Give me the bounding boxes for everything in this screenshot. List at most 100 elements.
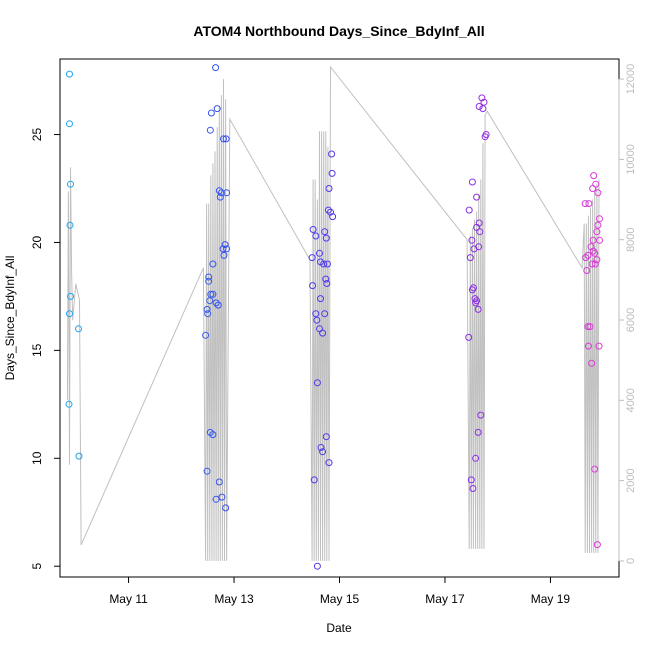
data-point: [220, 251, 228, 259]
data-point: [313, 379, 321, 387]
chart-title: ATOM4 Northbound Days_Since_BdyInf_All: [193, 23, 484, 39]
data-point: [585, 200, 593, 208]
data-point: [218, 493, 226, 501]
y-tick-label: 20: [30, 235, 44, 249]
data-point: [202, 331, 210, 339]
data-point: [471, 295, 479, 303]
data-point: [223, 189, 231, 197]
data-point: [329, 213, 337, 221]
data-point: [581, 200, 589, 208]
data-point: [316, 249, 323, 257]
data-point: [322, 275, 330, 283]
data-point: [309, 282, 317, 290]
data-point: [325, 185, 333, 192]
data-point: [67, 180, 74, 188]
data-point: [66, 70, 73, 78]
data-point: [323, 280, 331, 287]
data-point: [595, 342, 603, 350]
data-point: [313, 562, 321, 570]
data-point: [75, 452, 83, 460]
axes: May 11 May 13 May 15 May 17 May 19 5 10 15 20 25 0…: [30, 64, 637, 606]
data-point: [469, 485, 477, 492]
x-tick-label: May 17: [425, 592, 465, 606]
data-point: [474, 305, 482, 313]
data-point: [596, 236, 603, 244]
data-point: [308, 254, 316, 262]
data-point: [207, 109, 215, 117]
data-point: [588, 359, 596, 367]
data-point: [67, 292, 74, 300]
secondary-line: [66, 65, 600, 561]
data-point: [75, 325, 82, 333]
data-point: [209, 260, 217, 268]
data-point: [593, 228, 601, 236]
data-point: [309, 226, 317, 233]
y-axis-label: Days_Since_BdyInf_All: [3, 256, 17, 381]
data-point: [222, 504, 230, 512]
y-tick-label: 15: [30, 343, 44, 357]
data-point: [473, 193, 481, 201]
data-point: [327, 208, 334, 216]
data-point: [321, 228, 329, 236]
data-point: [582, 254, 590, 262]
y2-tick-label: 4000: [625, 388, 637, 412]
data-point: [468, 236, 476, 244]
y2-tick-label: 8000: [625, 227, 637, 251]
data-point: [476, 228, 484, 236]
x-tick-label: May 19: [531, 592, 571, 606]
data-point: [325, 459, 333, 467]
data-point: [209, 431, 217, 439]
data-point: [66, 221, 74, 229]
point-series: [65, 64, 603, 570]
data-point: [591, 249, 599, 257]
data-point: [584, 251, 592, 259]
data-point: [479, 105, 487, 113]
data-point: [220, 135, 227, 143]
data-point: [584, 342, 592, 350]
y2-tick-label: 2000: [625, 468, 637, 492]
y-tick-label: 5: [30, 563, 44, 570]
data-point: [477, 411, 485, 419]
y-tick-label: 10: [30, 451, 44, 465]
data-point: [472, 299, 480, 307]
data-point: [312, 232, 320, 240]
data-point: [203, 467, 211, 475]
data-point: [468, 178, 476, 186]
data-point: [584, 323, 592, 331]
data-point: [212, 64, 220, 72]
data-point: [474, 428, 482, 436]
data-point: [212, 495, 220, 503]
data-point: [207, 290, 215, 298]
x-tick-label: May 13: [214, 592, 254, 606]
data-point: [596, 215, 603, 223]
data-point: [317, 295, 324, 303]
data-point: [468, 286, 476, 294]
data-point: [591, 260, 599, 268]
x-tick-label: May 15: [320, 592, 360, 606]
y2-tick-label: 12000: [625, 64, 637, 95]
data-point: [323, 260, 331, 268]
data-point: [319, 448, 327, 456]
data-point: [591, 465, 599, 473]
data-point: [319, 329, 327, 337]
data-point: [475, 103, 483, 110]
data-point: [587, 243, 595, 251]
data-point: [212, 299, 220, 307]
x-tick-label: May 11: [109, 592, 148, 606]
data-point: [214, 301, 222, 309]
data-point: [221, 241, 229, 249]
data-point: [328, 150, 336, 158]
data-point: [206, 297, 214, 305]
data-point: [215, 187, 223, 195]
y2-tick-label: 0: [625, 558, 637, 564]
data-point: [465, 333, 473, 341]
data-point: [481, 133, 489, 141]
data-point: [478, 94, 486, 102]
x-axis-label: Date: [326, 621, 352, 635]
data-point: [209, 290, 217, 298]
data-point: [66, 310, 73, 318]
data-point: [203, 305, 211, 313]
data-point: [590, 172, 598, 180]
data-point: [324, 206, 332, 214]
